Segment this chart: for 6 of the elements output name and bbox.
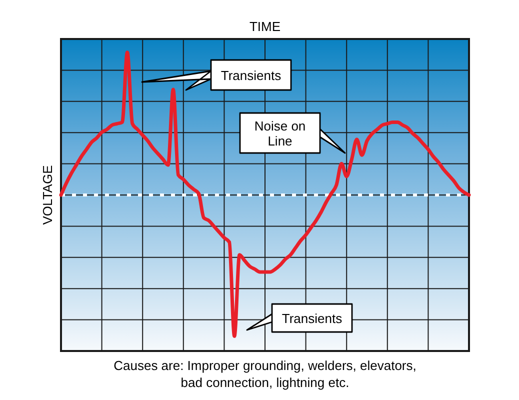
text: Causes are: Improper grounding, welders, elevators, bad connection, lightning etc. — [114, 358, 416, 390]
x-axis-title: TIME — [249, 19, 281, 34]
y-axis-title: VOLTAGE — [40, 164, 55, 225]
annotation: Transients — [220, 68, 282, 83]
annotation: Transients — [282, 311, 343, 326]
annotation: Noise on Line — [254, 118, 306, 148]
